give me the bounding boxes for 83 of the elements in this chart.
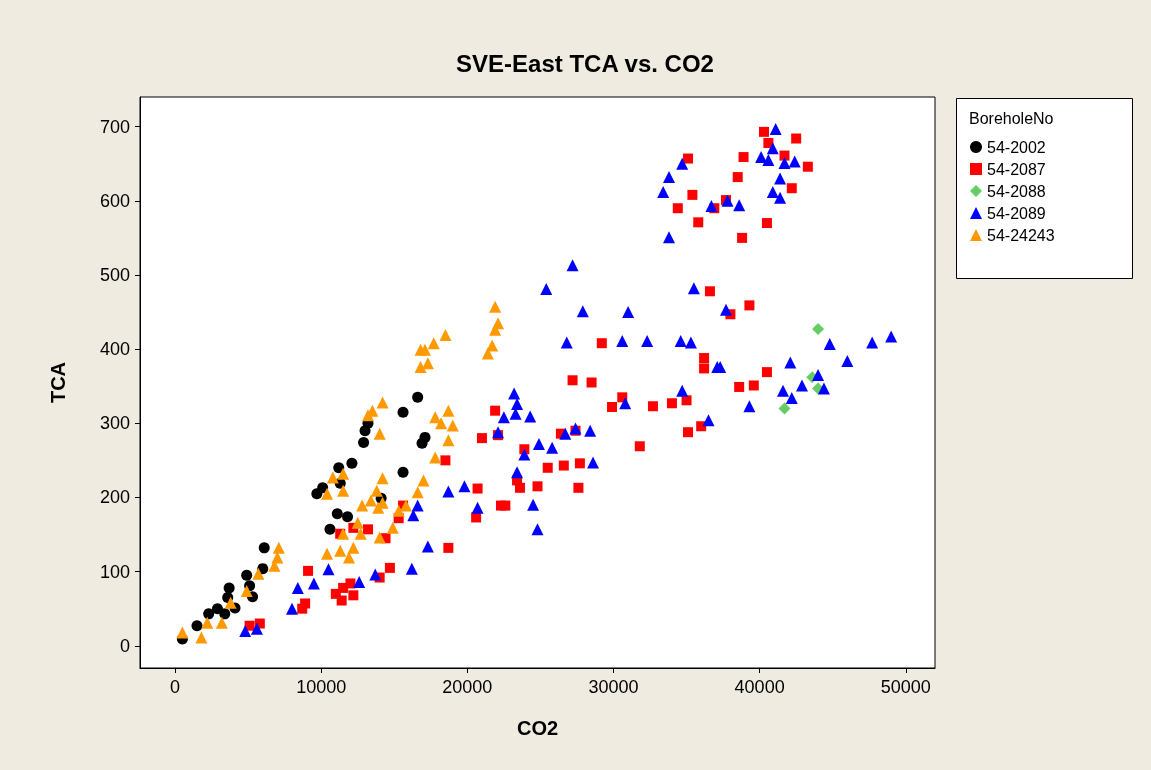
y-tick-label: 500 xyxy=(99,264,130,285)
point xyxy=(333,462,345,474)
point xyxy=(331,508,343,520)
y-tick-label: 200 xyxy=(99,487,130,508)
point xyxy=(334,544,347,557)
point xyxy=(373,427,386,440)
point xyxy=(442,434,455,447)
point xyxy=(427,337,440,350)
point xyxy=(342,511,354,523)
x-tick-label: 20000 xyxy=(442,677,493,697)
point xyxy=(241,569,253,581)
point xyxy=(272,541,285,554)
point xyxy=(370,484,383,497)
x-tick-label: 40000 xyxy=(734,677,785,697)
y-tick-label: 600 xyxy=(99,190,130,211)
point xyxy=(481,347,494,360)
point xyxy=(347,541,360,554)
point xyxy=(356,499,369,512)
x-tick-label: 0 xyxy=(170,677,181,697)
point xyxy=(417,474,430,487)
point xyxy=(240,584,253,597)
point xyxy=(257,563,269,575)
legend-label: 54-2088 xyxy=(987,182,1046,200)
point xyxy=(337,484,350,497)
point xyxy=(354,527,367,540)
point xyxy=(342,551,355,564)
point xyxy=(386,521,399,534)
legend-label: 54-2089 xyxy=(987,204,1046,222)
y-tick-label: 300 xyxy=(99,413,130,434)
point xyxy=(446,419,459,432)
point xyxy=(223,582,235,594)
point xyxy=(397,406,409,418)
point xyxy=(778,402,791,415)
point xyxy=(258,542,270,554)
legend-label: 54-2002 xyxy=(987,138,1046,156)
chart-title: SVE-East TCA vs. CO2 xyxy=(456,49,714,77)
point xyxy=(376,472,389,485)
point xyxy=(376,396,389,409)
x-tick-label: 50000 xyxy=(880,677,931,697)
point xyxy=(176,626,189,639)
x-tick-label: 30000 xyxy=(588,677,639,697)
point xyxy=(337,467,350,480)
point xyxy=(317,482,329,494)
legend-label: 54-2087 xyxy=(987,160,1046,178)
point xyxy=(414,360,427,373)
y-tick-label: 400 xyxy=(99,339,130,360)
point xyxy=(397,466,409,478)
point xyxy=(201,616,214,629)
point xyxy=(411,486,424,499)
point xyxy=(419,431,431,443)
point xyxy=(439,329,452,342)
point xyxy=(224,596,237,609)
y-tick-label: 100 xyxy=(99,561,130,582)
point xyxy=(252,567,265,580)
point xyxy=(435,417,448,430)
point xyxy=(418,343,431,356)
point xyxy=(412,391,424,403)
point xyxy=(364,494,377,507)
point xyxy=(392,504,405,517)
point xyxy=(346,457,358,469)
point xyxy=(195,631,208,644)
point xyxy=(219,608,231,620)
y-tick-label: 0 xyxy=(119,635,130,656)
point xyxy=(326,471,339,484)
point xyxy=(324,523,336,535)
y-axis-title: TCA xyxy=(47,361,69,404)
point xyxy=(321,547,334,560)
point xyxy=(321,487,334,500)
y-tick-label: 700 xyxy=(99,116,130,137)
legend-label: 54-24243 xyxy=(987,226,1055,244)
point xyxy=(489,323,502,336)
point xyxy=(215,616,228,629)
point xyxy=(203,608,215,620)
point xyxy=(812,323,825,336)
point xyxy=(489,300,502,313)
point xyxy=(191,620,203,632)
x-tick-label: 10000 xyxy=(296,677,347,697)
point xyxy=(337,527,350,540)
point xyxy=(358,437,370,449)
legend-title: BoreholeNo xyxy=(969,109,1054,127)
point xyxy=(442,404,455,417)
point xyxy=(429,451,442,464)
x-axis-title: CO2 xyxy=(516,717,559,739)
